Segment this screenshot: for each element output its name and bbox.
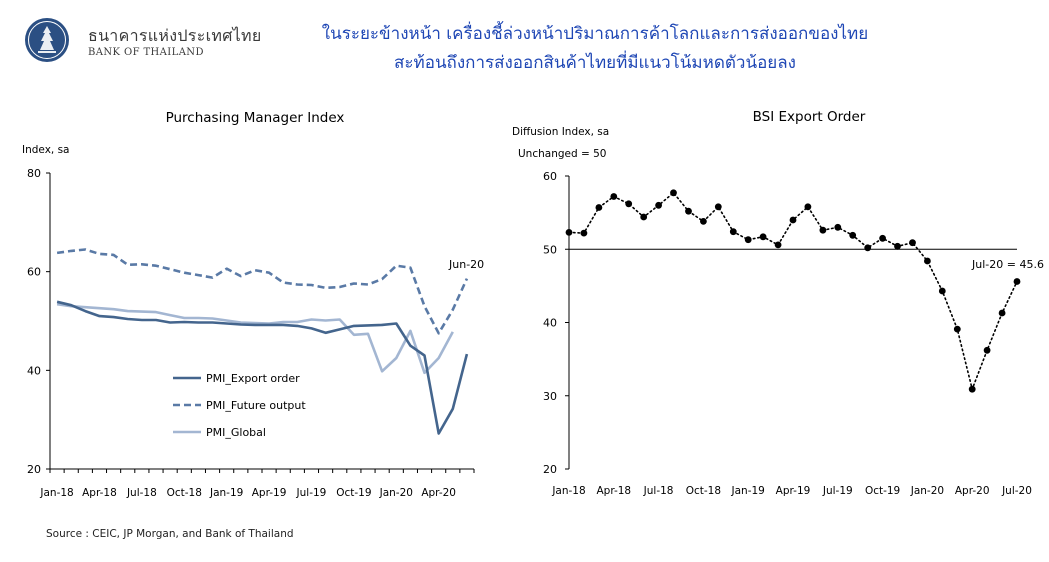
page-title-line-2: สะท้อนถึงการส่งออกสินค้าไทยที่มีแนวโน้มห… [394, 53, 796, 73]
pmi-series-line-2 [56, 302, 454, 375]
pmi-y-tick-label: 80 [27, 167, 41, 180]
pmi-series-line-1 [56, 248, 469, 335]
pmi-x-tick-label: Jan-19 [209, 487, 243, 499]
pmi-legend: PMI_Export order PMI_Future output PMI_Glo… [173, 372, 306, 439]
pmi-x-tick-label: Jul-18 [126, 487, 157, 499]
pmi-y-tick-label: 60 [27, 266, 41, 279]
pmi-legend-label: PMI_Export order [206, 372, 300, 385]
source-note: Source : CEIC, JP Morgan, and Bank of Th… [46, 528, 294, 540]
pmi-x-tick-label: Apr-20 [421, 487, 456, 499]
pmi-x-tick-label: Oct-18 [167, 487, 202, 499]
pmi-x-tick-label: Apr-19 [252, 487, 287, 499]
pmi-legend-label: PMI_Global [206, 426, 266, 439]
pmi-x-tick-label: Oct-19 [336, 487, 371, 499]
pmi-chart-title: Purchasing Manager Index [166, 110, 345, 126]
pmi-axes: 20 40 60 80 Jan-18 Apr-18 Jul-18 Oct-18 Jan-19 Ap… [27, 167, 475, 499]
org-name-thai: ธนาคารแห่งประเทศไทย [88, 26, 262, 45]
pmi-x-tick-label: Jul-19 [296, 487, 327, 499]
pmi-x-tick-label: Apr-18 [82, 487, 117, 499]
pmi-legend-label: PMI_Future output [206, 399, 306, 412]
bank-seal-logo [25, 18, 69, 62]
pmi-x-tick-label: Jan-20 [379, 487, 413, 499]
pmi-annotation: Jun-20 [448, 258, 484, 271]
pmi-y-axis-label: Index, sa [22, 144, 70, 156]
pmi-x-tick-label: Jan-18 [39, 487, 73, 499]
page-title-line-1: ในระยะข้างหน้า เครื่องชี้ล่วงหน้าปริมาณก… [321, 24, 869, 44]
pmi-y-tick-label: 20 [27, 463, 41, 476]
pmi-y-tick-label: 40 [27, 364, 41, 377]
pmi-series-lines [56, 248, 469, 435]
org-name-english: BANK OF THAILAND [88, 47, 204, 58]
header: ธนาคารแห่งประเทศไทย BANK OF THAILAND ในร… [0, 0, 1049, 80]
pmi-series-line-0 [56, 300, 469, 435]
